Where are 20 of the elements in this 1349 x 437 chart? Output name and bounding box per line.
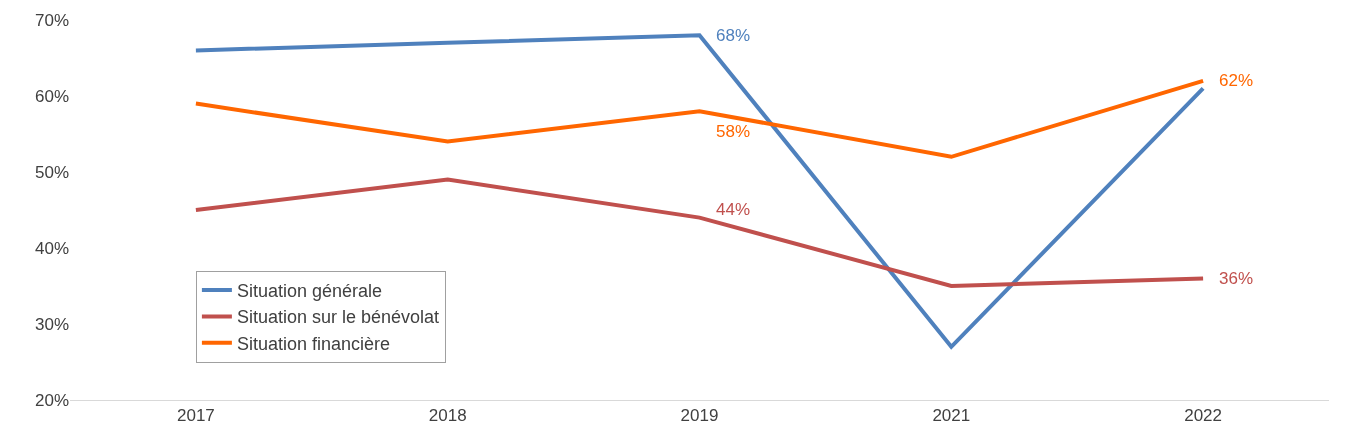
legend-label: Situation générale xyxy=(236,281,383,302)
data-label: 58% xyxy=(716,122,751,141)
y-tick-label: 20% xyxy=(34,390,69,410)
legend-label: Situation financière xyxy=(236,333,391,354)
y-tick-label: 60% xyxy=(34,86,69,106)
y-tick-label: 40% xyxy=(34,238,69,258)
x-tick-label: 2022 xyxy=(1184,406,1223,426)
data-label: 44% xyxy=(716,200,751,219)
x-tick-label: 2017 xyxy=(176,406,215,426)
legend-label: Situation sur le bénévolat xyxy=(236,307,440,328)
x-tick-label: 2021 xyxy=(932,406,971,426)
y-tick-label: 50% xyxy=(34,162,69,182)
data-label: 36% xyxy=(1219,269,1254,288)
line-series xyxy=(193,78,1206,159)
data-label: 62% xyxy=(1219,71,1254,90)
x-tick-label: 2018 xyxy=(428,406,467,426)
data-label: 68% xyxy=(716,26,751,45)
y-tick-label: 70% xyxy=(34,10,69,30)
x-tick-label: 2019 xyxy=(680,406,719,426)
y-tick-label: 30% xyxy=(34,314,69,334)
